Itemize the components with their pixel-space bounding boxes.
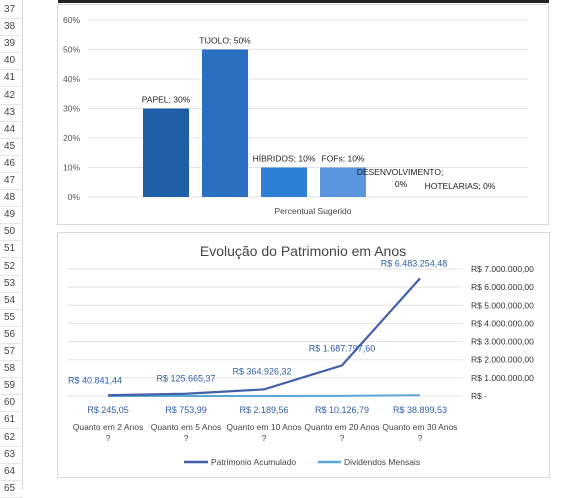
row-number[interactable]: 43 xyxy=(0,104,22,122)
row-number[interactable]: 41 xyxy=(0,69,22,88)
row-number[interactable]: 38 xyxy=(0,18,22,37)
series-line-patrimonio xyxy=(107,277,421,397)
row-number[interactable]: 48 xyxy=(0,189,22,208)
row-number[interactable]: 39 xyxy=(0,35,22,54)
row-number[interactable]: 55 xyxy=(0,309,22,327)
row-number[interactable]: 44 xyxy=(0,121,22,139)
patrimonio-data-label: R$ 40.841,44 xyxy=(68,375,122,385)
line-y-tick-label: R$ 1.000.000,00 xyxy=(471,373,534,383)
line-x-tick-label-suffix: ? xyxy=(340,433,345,443)
bar-chart-container[interactable]: 0% 10% 20% 30% 40% 50% 60% PAPEL; 30% TIJOLO; 50… xyxy=(57,4,549,225)
row-number[interactable]: 47 xyxy=(0,172,22,190)
row-number[interactable]: 45 xyxy=(0,138,22,156)
row-number[interactable]: 64 xyxy=(0,463,22,481)
row-number[interactable]: 46 xyxy=(0,155,22,173)
row-header: 37 38 39 40 41 42 43 44 45 46 47 48 49 50 51 52 53 54 55 56… xyxy=(0,0,23,498)
row-number[interactable]: 57 xyxy=(0,343,22,361)
line-y-tick-label: R$ 2.000.000,00 xyxy=(471,355,534,365)
dividendos-data-label: R$ 753,99 xyxy=(165,405,207,415)
bar-y-tick-label: 40% xyxy=(63,74,80,84)
row-number[interactable]: 59 xyxy=(0,377,22,396)
patrimonio-data-label: R$ 1.687.797,60 xyxy=(309,343,376,353)
line-x-tick-label-suffix: ? xyxy=(184,433,189,443)
patrimonio-data-label: R$ 6.483.254,48 xyxy=(381,258,448,268)
dividendos-data-label: R$ 10.126,79 xyxy=(315,405,369,415)
line-chart-title: Evolução do Patrimonio em Anos xyxy=(200,243,406,259)
line-y-tick-label: R$ - xyxy=(471,391,487,401)
line-y-tick-label: R$ 3.000.000,00 xyxy=(471,337,534,347)
line-x-tick-label: Quanto em 5 Anos xyxy=(151,422,221,432)
line-y-tick-label: R$ 7.000.000,00 xyxy=(471,264,534,274)
patrimonio-data-label: R$ 125.665,37 xyxy=(156,374,215,384)
line-x-tick-label: Quanto em 20 Anos xyxy=(304,422,379,432)
series-line-dividendos xyxy=(107,394,421,397)
row-number[interactable]: 52 xyxy=(0,258,22,276)
row-number[interactable]: 56 xyxy=(0,326,22,344)
dividendos-data-label: R$ 245,05 xyxy=(87,405,129,415)
row-number[interactable]: 62 xyxy=(0,429,22,447)
chart-top-border xyxy=(58,0,549,3)
legend-label-patrimonio: Patrimonio Acumulado xyxy=(211,457,296,467)
bar-data-label: HÍBRIDOS; 10% xyxy=(253,154,316,164)
line-x-tick-label-suffix: ? xyxy=(418,433,423,443)
line-x-tick-label-suffix: ? xyxy=(106,433,111,443)
bar-data-label: DESENVOLVIMENTO; xyxy=(357,167,444,177)
bar-y-tick-label: 10% xyxy=(63,163,80,173)
bar-data-label: FOFs; 10% xyxy=(322,154,365,164)
line-x-tick-label: Quanto em 10 Anos xyxy=(226,422,301,432)
row-number[interactable]: 37 xyxy=(0,1,22,19)
row-number[interactable]: 60 xyxy=(0,394,22,413)
row-number[interactable]: 54 xyxy=(0,292,22,310)
row-number[interactable]: 42 xyxy=(0,87,22,105)
bar-híbridos xyxy=(261,167,307,197)
bar-y-tick-label: 20% xyxy=(63,133,80,143)
line-x-tick-label: Quanto em 30 Anos xyxy=(382,422,457,432)
row-number[interactable]: 51 xyxy=(0,240,22,259)
row-number[interactable]: 61 xyxy=(0,411,22,430)
bar-tijolo xyxy=(202,49,248,197)
line-y-tick-label: R$ 6.000.000,00 xyxy=(471,282,534,292)
line-x-tick-label-suffix: ? xyxy=(262,433,267,443)
line-y-tick-label: R$ 5.000.000,00 xyxy=(471,300,534,310)
line-x-tick-label: Quanto em 2 Anos xyxy=(73,422,143,432)
bar-data-label: PAPEL; 30% xyxy=(142,95,191,105)
bar-data-label: HOTELARIAS; 0% xyxy=(425,181,496,191)
legend-label-dividendos: Dividendos Mensais xyxy=(344,457,420,467)
bar-y-tick-label: 30% xyxy=(63,104,80,114)
row-number[interactable]: 40 xyxy=(0,52,22,71)
bar-data-label: TIJOLO; 50% xyxy=(199,36,251,46)
bar-y-tick-label: 60% xyxy=(63,15,80,25)
row-number[interactable]: 63 xyxy=(0,446,22,464)
row-number[interactable]: 50 xyxy=(0,223,22,242)
bar-y-tick-label: 50% xyxy=(63,45,80,55)
line-chart-container[interactable]: Evolução do Patrimonio em Anos R$ - R$ 1.0… xyxy=(57,232,550,478)
bar-papel xyxy=(143,108,189,197)
bar-fofs xyxy=(320,167,366,197)
line-chart: Evolução do Patrimonio em Anos R$ - R$ 1.0… xyxy=(68,243,534,467)
dividendos-data-label: R$ 2.189,56 xyxy=(239,405,288,415)
bar-data-label-value: 0% xyxy=(395,179,408,189)
bar-chart: 0% 10% 20% 30% 40% 50% 60% PAPEL; 30% TIJOLO; 50… xyxy=(63,15,528,216)
bar-y-tick-label: 0% xyxy=(68,192,81,202)
row-number[interactable]: 58 xyxy=(0,360,22,379)
bar-x-axis-title: Percentual Sugerido xyxy=(274,206,351,216)
line-y-tick-label: R$ 4.000.000,00 xyxy=(471,318,534,328)
row-number[interactable]: 53 xyxy=(0,275,22,293)
row-number[interactable]: 49 xyxy=(0,206,22,225)
patrimonio-data-label: R$ 364.926,32 xyxy=(232,366,291,376)
dividendos-data-label: R$ 38.899,53 xyxy=(393,405,447,415)
